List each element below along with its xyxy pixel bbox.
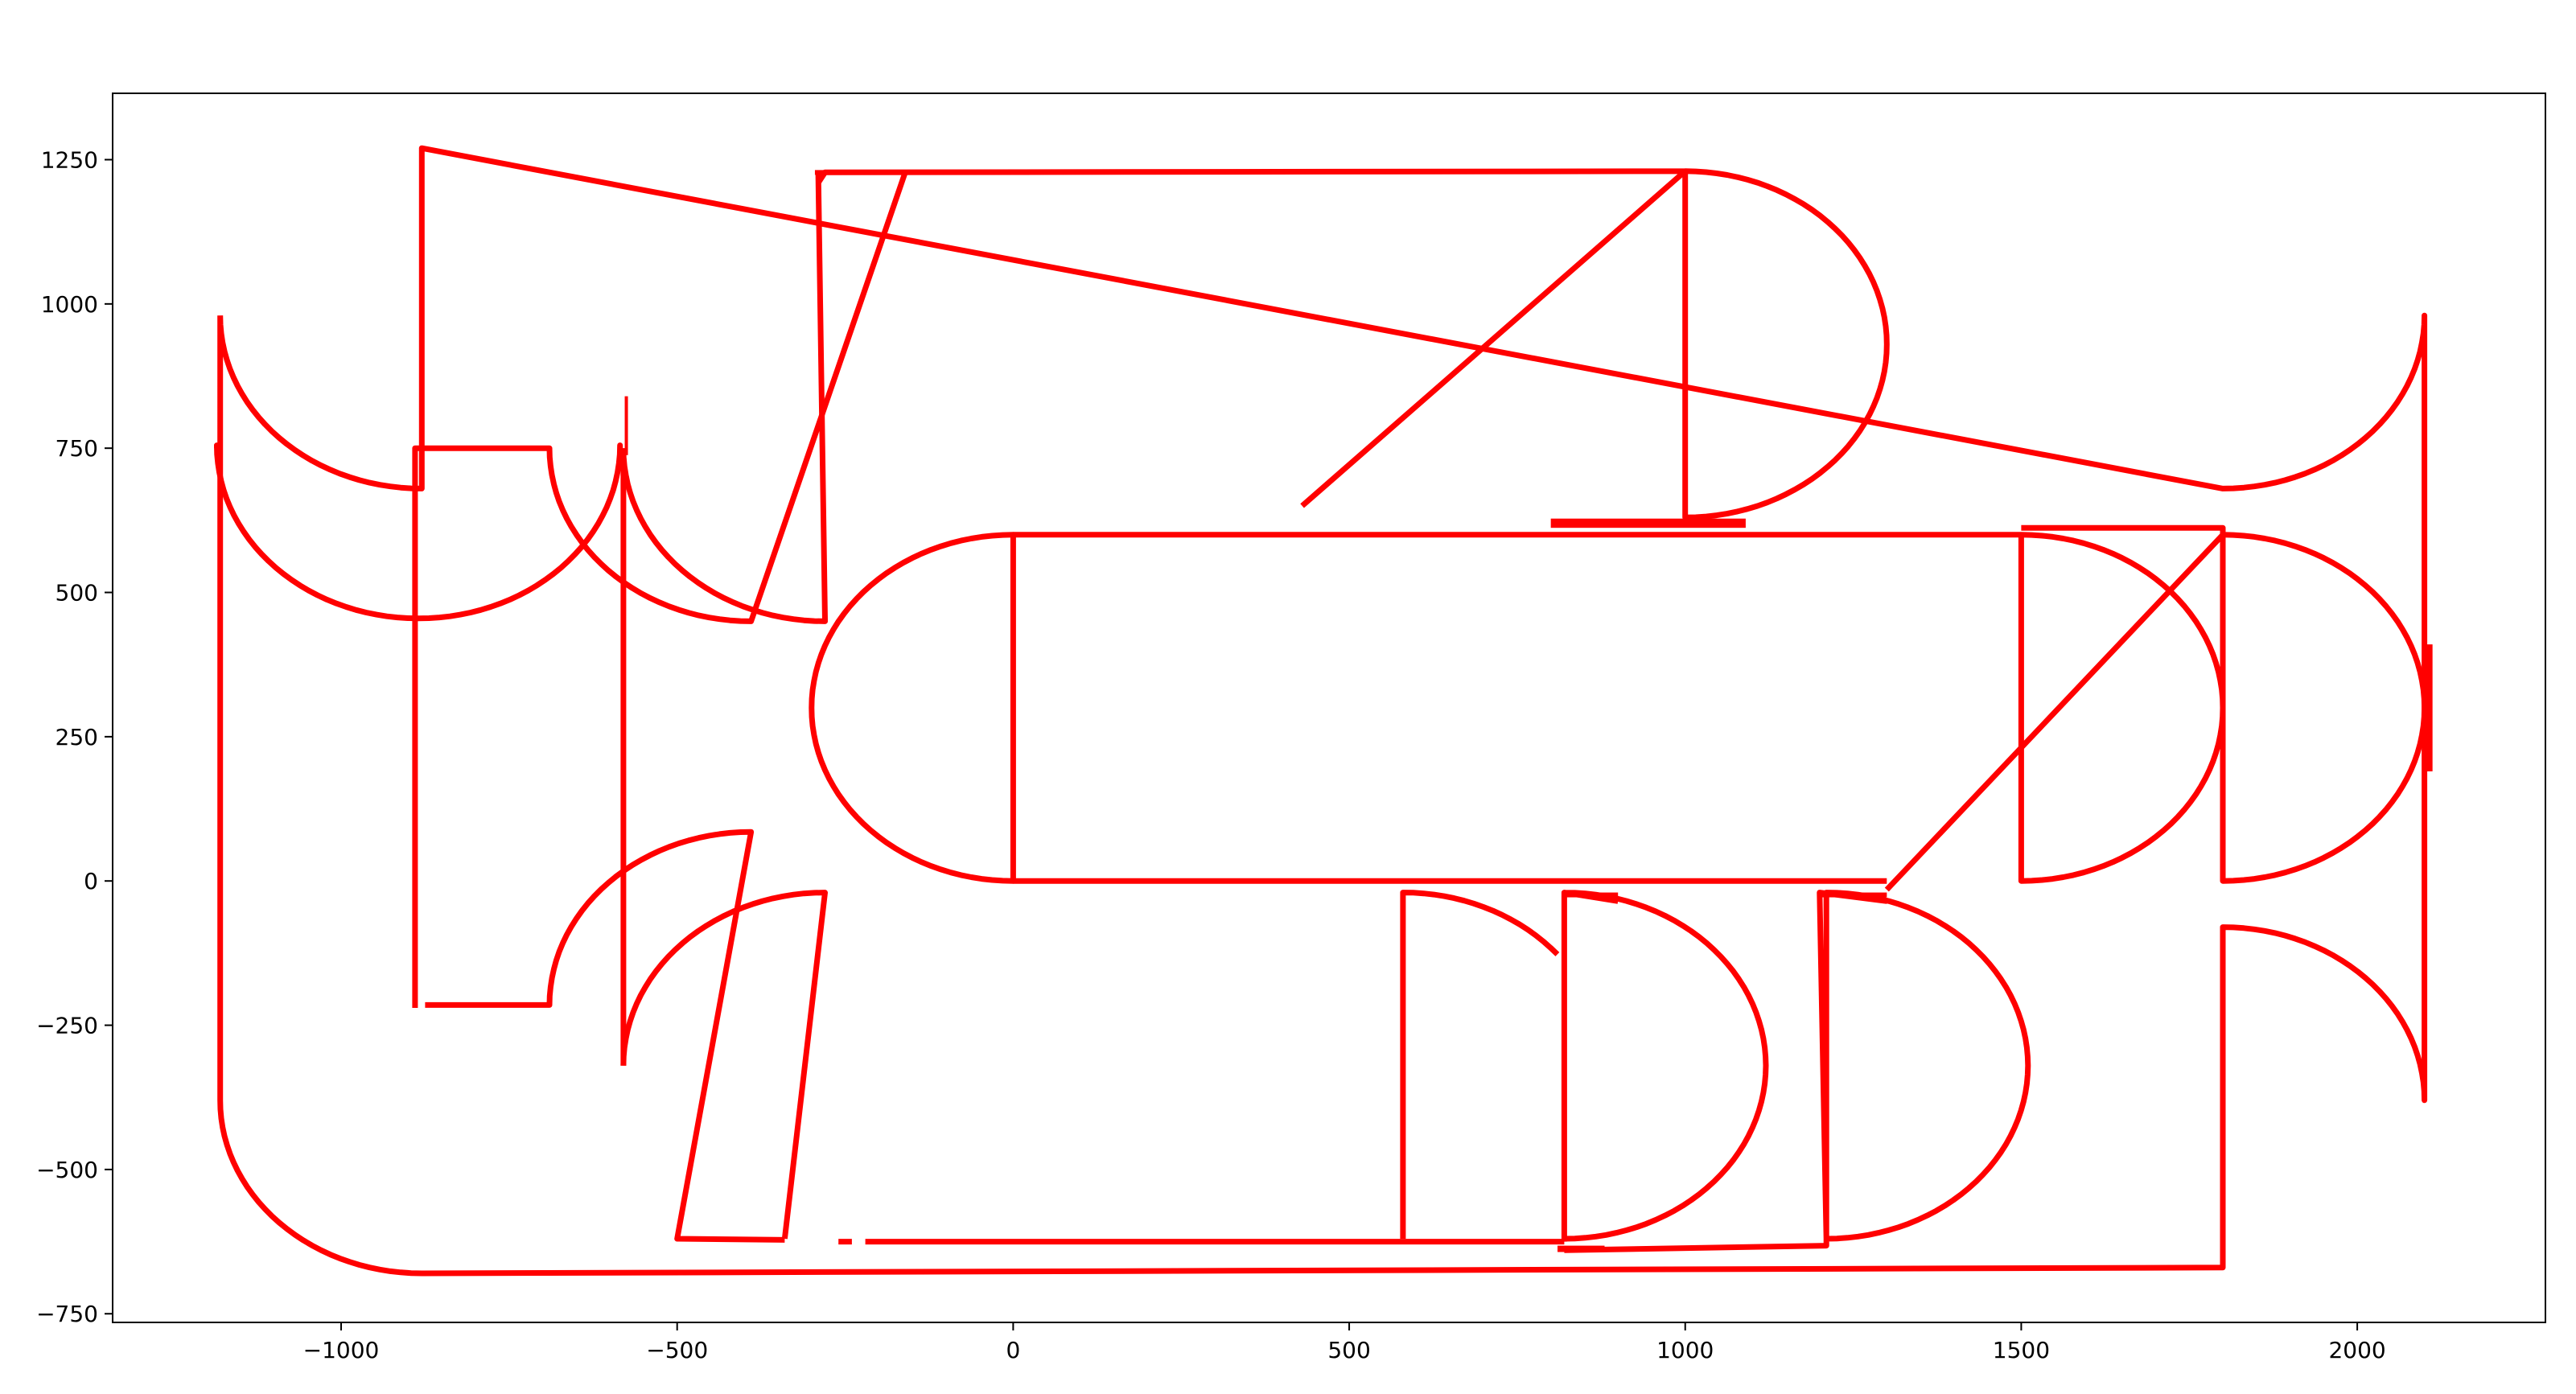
x-tick-label: −1000	[303, 1337, 380, 1363]
y-tick-label: 250	[56, 724, 98, 750]
overlap-mark-1	[814, 170, 903, 175]
overlap-mark-5	[1558, 1245, 1605, 1252]
x-tick-label: 500	[1327, 1337, 1370, 1363]
overlap-mark-7	[1819, 892, 1887, 898]
series-line-16	[809, 532, 1016, 884]
series-line-2	[214, 442, 623, 622]
x-tick-label: 1500	[1993, 1337, 2050, 1363]
x-tick-label: 0	[1006, 1337, 1020, 1363]
series-line-12	[1561, 890, 1769, 1242]
x-tick-label: 1000	[1656, 1337, 1714, 1363]
overlap-mark-6	[1564, 892, 1619, 898]
y-tick-label: −750	[36, 1301, 98, 1327]
series-line-1	[217, 145, 2428, 1277]
plot-frame	[112, 93, 2546, 1323]
series-line-15	[1013, 532, 2226, 884]
y-tick-label: 1000	[41, 291, 98, 318]
y-tick-label: 500	[56, 580, 98, 607]
y-axis: −750 −500 −250 0 250 500 750 1000 1250	[36, 146, 113, 1327]
series-line-8	[425, 829, 785, 1243]
x-tick-label: 2000	[2328, 1337, 2385, 1363]
x-tick-label: −500	[646, 1337, 708, 1363]
overlap-mark-3	[624, 396, 628, 455]
y-tick-label: −250	[36, 1013, 98, 1039]
series-line-13	[1564, 890, 2031, 1253]
series-line-3	[412, 170, 909, 1008]
series-line-5	[620, 172, 828, 624]
y-tick-label: 1250	[41, 146, 98, 173]
series-line-11	[1400, 890, 1560, 1239]
y-tick-label: 750	[56, 435, 98, 462]
series-line-17	[1884, 524, 2428, 892]
y-tick-label: −500	[36, 1157, 98, 1183]
y-tick-label: 0	[84, 868, 98, 894]
x-axis: −1000 −500 0 500 1000 1500 2000	[303, 1322, 2386, 1363]
overlap-mark-4	[2426, 644, 2433, 771]
overlap-mark-2	[1550, 518, 1746, 528]
series-line-4	[816, 168, 1890, 520]
series-line-7	[620, 890, 828, 1240]
plot-area	[214, 145, 2433, 1277]
